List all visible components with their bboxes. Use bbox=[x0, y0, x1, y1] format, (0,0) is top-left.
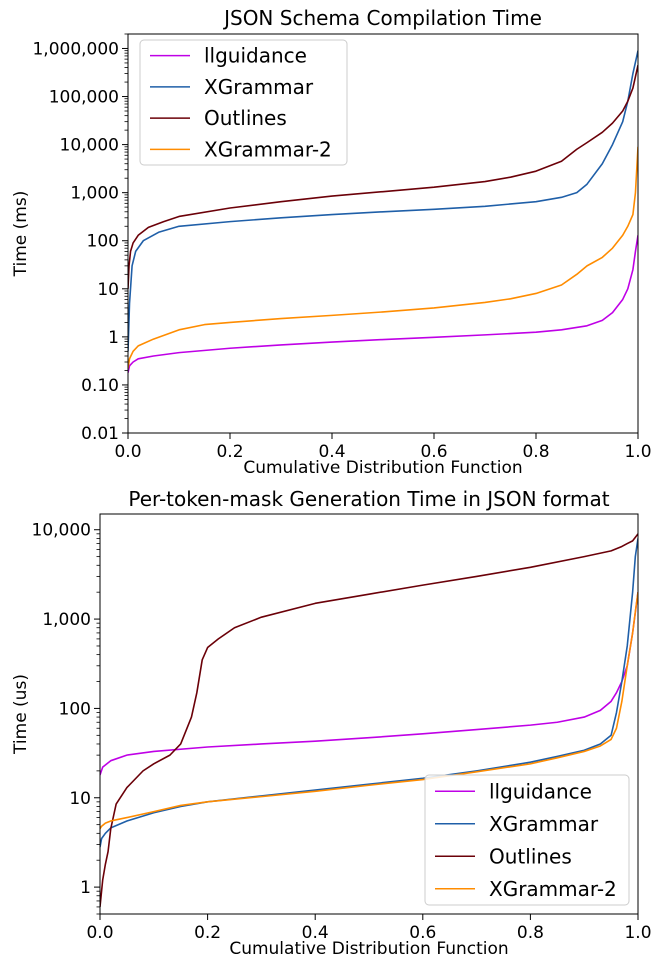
legend-label: llguidance bbox=[204, 44, 307, 68]
series-line-xgrammar-2 bbox=[128, 146, 638, 369]
x-tick-label: 0.0 bbox=[86, 923, 113, 943]
y-tick-label: 100 bbox=[59, 699, 91, 719]
y-tick-label: 10 bbox=[97, 280, 119, 300]
y-tick-label: 1 bbox=[108, 328, 119, 348]
y-tick-label: 1,000 bbox=[42, 610, 91, 630]
y-tick-label: 1,000 bbox=[70, 184, 119, 204]
series-line-xgrammar bbox=[128, 50, 638, 352]
legend-label: llguidance bbox=[489, 779, 592, 803]
x-tick-label: 0.4 bbox=[318, 442, 345, 462]
legend: llguidance XGrammar Outlines XGrammar-2 bbox=[424, 774, 630, 906]
y-tick-label: 1,000,000 bbox=[32, 39, 119, 59]
y-minor-ticks bbox=[96, 533, 100, 915]
legend-box bbox=[139, 39, 348, 166]
x-tick-label: 0.6 bbox=[409, 923, 436, 943]
legend: llguidance XGrammar Outlines XGrammar-2 bbox=[139, 39, 348, 166]
series-line-outlines bbox=[128, 64, 638, 289]
legend-label: XGrammar bbox=[489, 812, 599, 836]
x-tick-label: 0.4 bbox=[302, 923, 329, 943]
mask-generation-time-chart: Per-token-mask Generation Time in JSON f… bbox=[11, 487, 652, 959]
x-tick-label: 0.6 bbox=[420, 442, 447, 462]
x-tick-label: 0.8 bbox=[522, 442, 549, 462]
y-tick-label: 10,000 bbox=[60, 136, 119, 156]
x-tick-label: 0.2 bbox=[194, 923, 221, 943]
y-tick-label: 0.10 bbox=[81, 376, 119, 396]
x-axis-label: Cumulative Distribution Function bbox=[229, 939, 508, 959]
legend-label: Outlines bbox=[204, 106, 287, 130]
legend-label: XGrammar-2 bbox=[489, 877, 617, 901]
series-line-llguidance bbox=[100, 592, 638, 776]
y-tick-label: 100 bbox=[87, 232, 119, 252]
legend-label: XGrammar-2 bbox=[204, 137, 332, 161]
y-tick-label: 10 bbox=[69, 789, 91, 809]
plot-frame bbox=[99, 513, 639, 915]
x-tick-label: 1.0 bbox=[624, 442, 651, 462]
x-tick-label: 0.2 bbox=[216, 442, 243, 462]
chart-title: JSON Schema Compilation Time bbox=[222, 6, 542, 30]
y-axis-label: Time (ms) bbox=[11, 191, 31, 278]
y-axis-label: Time (us) bbox=[11, 674, 31, 755]
y-tick-label: 10,000 bbox=[32, 521, 91, 541]
x-axis-label: Cumulative Distribution Function bbox=[243, 458, 522, 478]
series-line-llguidance bbox=[128, 235, 638, 373]
compilation-time-chart: JSON Schema Compilation Time 0.01 0.10 1 10 1… bbox=[11, 6, 652, 478]
legend-label: XGrammar bbox=[204, 75, 314, 99]
y-tick-label: 100,000 bbox=[49, 88, 119, 108]
plot-frame bbox=[127, 33, 639, 434]
y-tick-label: 0.01 bbox=[81, 424, 119, 444]
y-tick-label: 1 bbox=[80, 878, 91, 898]
chart-title: Per-token-mask Generation Time in JSON f… bbox=[128, 487, 609, 511]
legend-label: Outlines bbox=[489, 844, 572, 868]
legend-box bbox=[424, 774, 630, 906]
x-tick-label: 1.0 bbox=[624, 923, 651, 943]
x-tick-label: 0.0 bbox=[114, 442, 141, 462]
y-minor-ticks bbox=[124, 33, 128, 419]
x-tick-label: 0.8 bbox=[517, 923, 544, 943]
series-line-outlines bbox=[100, 533, 638, 908]
